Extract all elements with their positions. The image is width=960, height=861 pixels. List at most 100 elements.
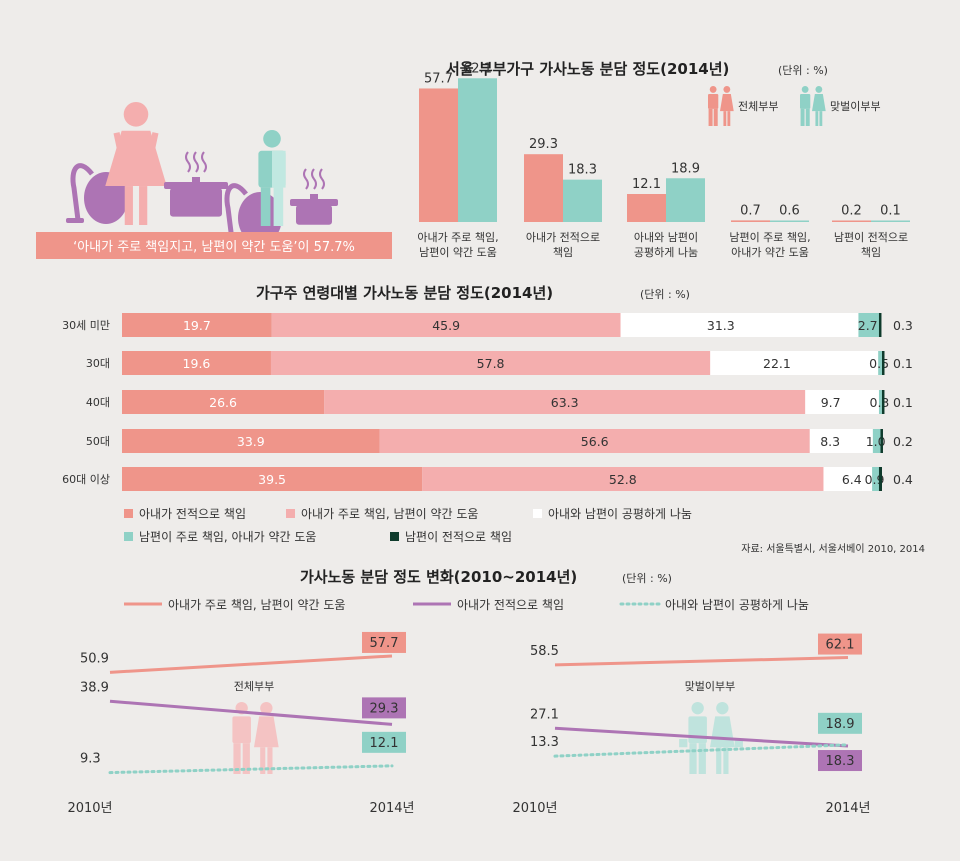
segment-value: 8.3 — [820, 434, 840, 449]
couple-woman-head — [723, 86, 731, 93]
end-value-box — [362, 697, 406, 719]
chart2-title: 가구주 연령대별 가사노동 분담 정도(2014년) — [256, 284, 553, 302]
couple-man-leg — [242, 743, 250, 774]
chart3-legend: 아내가 주로 책임, 남편이 약간 도움 아내가 전적으로 책임 아내와 남편이 공… — [124, 597, 809, 612]
banner-text: ‘아내가 주로 책임지고, 남편이 약간 도움’이 57.7% — [73, 240, 355, 255]
couple-man-body — [708, 94, 719, 109]
segment-value: 31.3 — [707, 318, 735, 333]
category-label: 아내가 약간 도움 — [731, 245, 809, 259]
category-label: 책임 — [553, 246, 573, 259]
couple-man-body — [800, 94, 811, 109]
vacuum-nozzle — [66, 218, 84, 223]
couple-man-leg — [698, 743, 706, 774]
category-label: 아내가 전적으로 — [526, 231, 600, 244]
end-value-box — [818, 712, 862, 734]
steam — [193, 151, 199, 173]
bar-value: 0.2 — [841, 204, 862, 219]
legend-label: 아내가 전적으로 책임 — [457, 597, 564, 612]
start-value: 13.3 — [530, 735, 559, 750]
series-line — [109, 654, 393, 674]
end-value: 29.3 — [370, 701, 399, 716]
source-note: 자료: 서울특별시, 서울서베이 2010, 2014 — [741, 543, 925, 555]
bar-segment — [379, 429, 810, 453]
bar — [832, 220, 871, 222]
bar — [563, 179, 602, 222]
couple-man-body — [232, 716, 251, 744]
end-value: 62.1 — [826, 638, 855, 653]
bar-segment — [882, 351, 885, 375]
row-label: 30세 미만 — [62, 319, 110, 332]
series-line — [109, 699, 393, 726]
bar-segment — [878, 351, 882, 375]
legend-swatch — [533, 509, 542, 518]
end-value-box — [818, 633, 862, 655]
x-tick: 2010년 — [512, 801, 557, 816]
couple-man-body — [688, 716, 707, 744]
vacuum-body — [238, 192, 282, 244]
end-value: 18.9 — [826, 717, 855, 732]
legend-swatch — [286, 509, 295, 518]
end-value-box — [818, 750, 862, 772]
bar-value: 12.1 — [632, 177, 661, 192]
pot-knob — [310, 194, 318, 199]
segment-value: 0.2 — [893, 434, 913, 449]
pot-knob — [192, 177, 200, 182]
couple-woman-leg — [723, 747, 729, 774]
bar-segment — [872, 467, 879, 491]
bar — [458, 78, 497, 222]
woman-arm — [113, 132, 128, 170]
couple-icon — [232, 702, 279, 774]
segment-value: 6.4 — [842, 472, 862, 487]
series-line — [108, 764, 394, 775]
chart3-title: 가사노동 분담 정도 변화(2010~2014년) — [300, 568, 577, 586]
couple-man-head — [801, 86, 809, 93]
bar-value: 0.7 — [740, 203, 761, 218]
bar-value: 0.1 — [880, 204, 901, 219]
segment-value: 45.9 — [432, 318, 460, 333]
bar-segment — [122, 313, 272, 337]
bar-segment — [122, 467, 423, 491]
segment-value: 0.3 — [893, 318, 913, 333]
segment-value: 19.7 — [183, 318, 211, 333]
steam — [185, 151, 191, 173]
chart2-legend: 아내가 전적으로 책임 아내가 주로 책임, 남편이 약간 도움 아내와 남편이 공… — [124, 506, 692, 544]
start-value: 50.9 — [80, 651, 109, 666]
couple-icon — [708, 86, 734, 126]
chart1-unit: (단위 : %) — [778, 64, 828, 77]
series-line — [554, 726, 849, 748]
couple-woman-head — [716, 702, 729, 715]
couple-woman-leg — [716, 747, 722, 774]
bar — [731, 220, 770, 222]
x-tick: 2010년 — [67, 801, 112, 816]
segment-value: 56.6 — [581, 434, 609, 449]
category-label: 아내가 주로 책임, — [417, 231, 498, 244]
segment-value: 39.5 — [258, 472, 286, 487]
row-label: 40대 — [86, 396, 110, 409]
banner-background — [36, 232, 392, 259]
bar-value: 62.1 — [463, 61, 492, 76]
couple-woman-leg — [815, 111, 819, 126]
start-value: 58.5 — [530, 644, 559, 659]
woman-head — [123, 102, 149, 127]
end-value: 57.7 — [370, 636, 399, 651]
bar-segment — [881, 390, 885, 414]
x-tick: 2014년 — [369, 801, 414, 816]
segment-value: 0.1 — [893, 395, 913, 410]
cooking-pot-icon — [164, 151, 228, 217]
chart-change-trend: 가사노동 분담 정도 변화(2010~2014년) (단위 : %) 아내가 주로 … — [67, 568, 870, 816]
chart1-title: 서울 부부가구 가사노동 분담 정도(2014년) — [446, 60, 729, 78]
woman-icon — [105, 102, 167, 225]
bar-segment — [710, 351, 879, 375]
briefcase-icon — [679, 739, 688, 748]
briefcase-icon — [734, 739, 743, 748]
woman-leg — [139, 186, 148, 225]
segment-value: 0.4 — [893, 472, 913, 487]
bar-value: 0.6 — [779, 204, 800, 219]
steam — [311, 168, 317, 190]
end-value-box — [362, 631, 406, 653]
bar-value: 57.7 — [424, 71, 453, 86]
end-value-box — [362, 731, 406, 753]
bar-segment — [271, 313, 621, 337]
category-label: 남편이 주로 책임, — [729, 231, 810, 244]
bar-segment — [805, 390, 879, 414]
